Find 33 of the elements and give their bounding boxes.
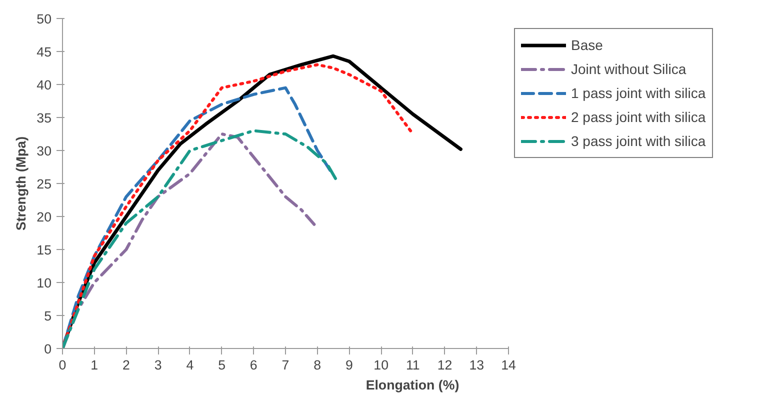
x-tick-label: 3 <box>154 358 162 372</box>
y-tick-label: 45 <box>36 44 52 60</box>
y-tick-label: 5 <box>44 308 52 324</box>
x-tick-label: 4 <box>186 358 194 372</box>
legend-label: 2 pass joint with silica <box>571 109 706 125</box>
x-tick-label: 13 <box>469 358 484 372</box>
y-tick-label: 10 <box>36 276 52 290</box>
y-tick-label: 35 <box>36 110 52 126</box>
y-tick-label: 50 <box>36 12 52 26</box>
y-tick-label: 0 <box>44 342 52 356</box>
x-tick-label: 7 <box>282 358 290 372</box>
x-tick-label: 14 <box>501 358 516 372</box>
y-tick-label: 25 <box>36 176 52 192</box>
legend-label: Base <box>571 37 603 53</box>
x-tick-label: 2 <box>122 358 130 372</box>
x-tick-label: 8 <box>314 358 322 372</box>
x-tick-label: 10 <box>374 358 388 372</box>
x-tick-label: 9 <box>346 358 353 372</box>
x-tick-label: 5 <box>218 358 226 372</box>
x-tick-label: 6 <box>250 358 258 372</box>
y-tick-label: 15 <box>36 242 52 258</box>
legend-label: Joint without Silica <box>571 61 686 77</box>
x-tick-label: 11 <box>406 358 420 372</box>
y-axis-title: Strength (Mpa) <box>14 136 29 231</box>
x-tick-label: 0 <box>58 358 66 372</box>
x-tick-label: 1 <box>90 358 98 372</box>
legend-label: 3 pass joint with silica <box>571 133 706 149</box>
y-tick-label: 40 <box>36 78 52 92</box>
y-tick-label: 30 <box>36 144 52 158</box>
y-tick-label: 20 <box>36 210 52 224</box>
x-tick-label: 12 <box>437 358 452 372</box>
x-axis-title: Elongation (%) <box>366 378 460 392</box>
legend-label: 1 pass joint with silica <box>571 85 706 101</box>
